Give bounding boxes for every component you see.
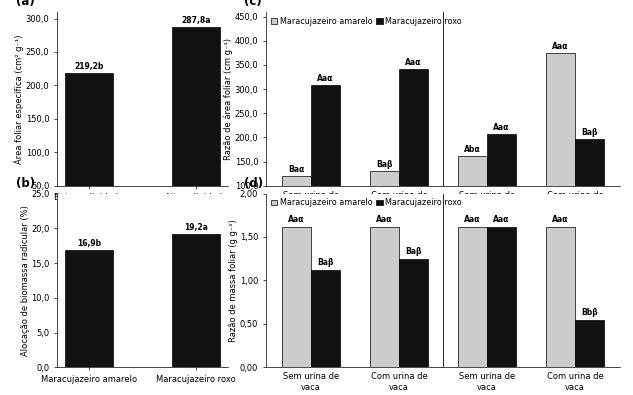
Text: 287,8a: 287,8a <box>181 16 211 24</box>
Text: Aaα: Aaα <box>553 215 569 224</box>
Text: (b): (b) <box>16 177 35 190</box>
Bar <box>370 227 399 367</box>
Text: 19,2a: 19,2a <box>184 223 208 232</box>
Bar <box>172 234 220 367</box>
Y-axis label: Área foliar específica (cm² g⁻¹): Área foliar específica (cm² g⁻¹) <box>14 34 24 164</box>
Bar <box>65 250 113 367</box>
Text: Aaα: Aaα <box>405 58 422 67</box>
Text: Aaα: Aaα <box>465 215 481 224</box>
Text: (d): (d) <box>244 177 263 190</box>
Text: Aaα: Aaα <box>553 42 569 51</box>
Bar <box>172 27 220 219</box>
Legend: Maracujazeiro amarelo, Maracujazeiro roxo: Maracujazeiro amarelo, Maracujazeiro rox… <box>270 198 463 208</box>
Text: Bbβ: Bbβ <box>581 308 598 317</box>
Text: Abα: Abα <box>464 145 481 154</box>
Bar <box>399 259 428 367</box>
Bar <box>575 320 605 367</box>
Bar <box>370 171 399 234</box>
Text: Baβ: Baβ <box>317 258 334 267</box>
Bar <box>311 85 340 234</box>
Text: (a): (a) <box>16 0 35 8</box>
Bar <box>487 227 516 367</box>
Text: Baβ: Baβ <box>582 128 598 137</box>
Text: Água com baixa salinidade: Água com baixa salinidade <box>298 234 411 245</box>
Text: Baβ: Baβ <box>405 247 422 256</box>
Bar <box>282 176 311 234</box>
Bar <box>65 73 113 219</box>
Bar <box>546 53 575 234</box>
Bar <box>282 227 311 367</box>
Bar <box>575 139 605 234</box>
Bar <box>458 227 487 367</box>
Text: Baβ: Baβ <box>376 160 393 169</box>
Bar <box>399 69 428 234</box>
Text: Aaα: Aaα <box>494 215 510 224</box>
Text: Aaα: Aaα <box>494 123 510 132</box>
Text: 219,2b: 219,2b <box>74 62 104 71</box>
Bar <box>311 270 340 367</box>
Legend: Maracujazeiro amarelo, Maracujazeiro roxo: Maracujazeiro amarelo, Maracujazeiro rox… <box>270 16 463 26</box>
Text: (c): (c) <box>244 0 261 8</box>
Text: Aaα: Aaα <box>317 74 334 83</box>
Y-axis label: Razão de massa foliar (g g⁻¹): Razão de massa foliar (g g⁻¹) <box>229 219 239 342</box>
Text: Aaα: Aaα <box>377 215 392 224</box>
Text: Baα: Baα <box>289 165 304 174</box>
Text: 16,9b: 16,9b <box>77 239 101 248</box>
Bar <box>458 156 487 234</box>
Bar <box>546 227 575 367</box>
Bar <box>487 134 516 234</box>
Y-axis label: Alocação de biomassa radicular (%): Alocação de biomassa radicular (%) <box>20 205 30 356</box>
Text: Aaα: Aaα <box>288 215 304 224</box>
Text: Água com alta salinidade: Água com alta salinidade <box>479 234 585 245</box>
Y-axis label: Razão de área foliar (cm g⁻¹): Razão de área foliar (cm g⁻¹) <box>224 38 233 160</box>
